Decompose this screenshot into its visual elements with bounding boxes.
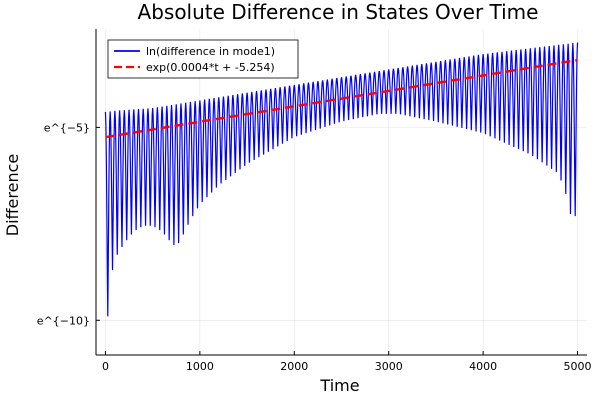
x-tick-label: 4000: [469, 360, 497, 373]
grid: [96, 29, 587, 355]
series-1-line: [104, 42, 579, 317]
plot-series: [104, 42, 579, 317]
x-tick-label: 0: [102, 360, 109, 373]
legend-box: [107, 39, 299, 79]
ticks: 0 1000 2000 3000 4000 5000 e^{−5} e^{−10}: [37, 121, 592, 373]
legend: ln(difference in mode1) exp(0.0004*t + -…: [107, 39, 299, 79]
x-axis-label: Time: [319, 376, 359, 395]
y-tick-label: e^{−5}: [44, 121, 90, 134]
axes: [95, 29, 587, 356]
y-axis-label: Difference: [3, 154, 22, 236]
chart-title: Absolute Difference in States Over Time: [138, 0, 539, 24]
x-tick-label: 3000: [375, 360, 403, 373]
legend-label-series-1: ln(difference in mode1): [146, 45, 275, 58]
x-tick-label: 5000: [564, 360, 592, 373]
x-tick-label: 1000: [186, 360, 214, 373]
legend-label-series-2: exp(0.0004*t + -5.254): [146, 61, 275, 74]
y-tick-label: e^{−10}: [37, 314, 90, 327]
x-tick-label: 2000: [280, 360, 308, 373]
series-2-line: [105, 58, 578, 139]
